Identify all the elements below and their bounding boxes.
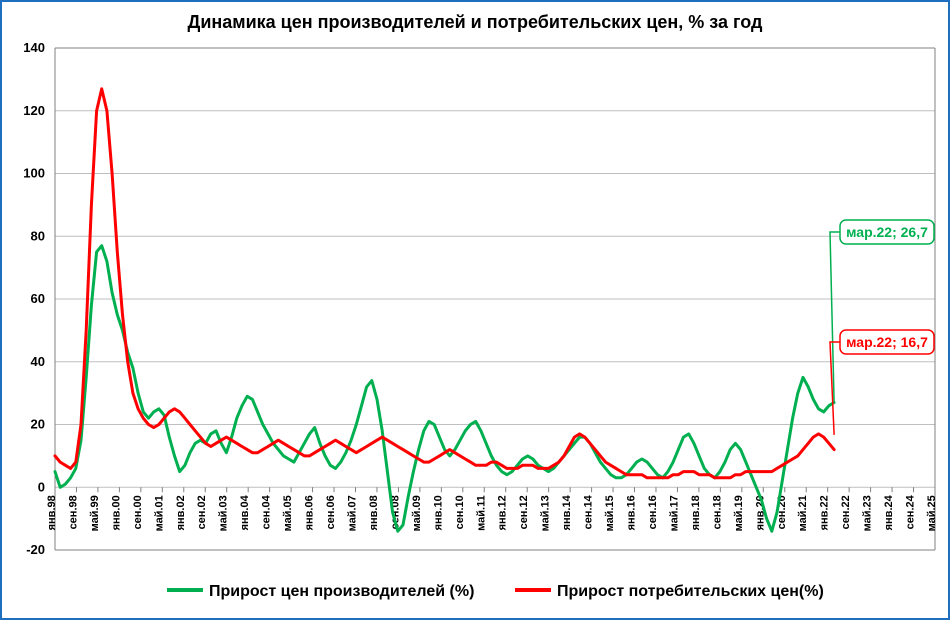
x-tick-label: янв.22 xyxy=(819,495,831,530)
x-tick-label: сен.24 xyxy=(905,494,917,529)
x-tick-label: май.15 xyxy=(604,495,616,531)
x-tick-label: май.25 xyxy=(926,495,938,531)
x-tick-label: май.01 xyxy=(153,495,165,531)
x-tick-label: янв.00 xyxy=(110,495,122,530)
x-tick-label: сен.04 xyxy=(261,494,273,529)
x-tick-label: май.17 xyxy=(668,495,680,531)
x-tick-label: май.03 xyxy=(218,495,230,531)
x-tick-label: янв.14 xyxy=(561,494,573,530)
x-tick-label: сен.16 xyxy=(647,495,659,529)
y-tick-label: 0 xyxy=(38,479,45,494)
chart-container: -20 0 20 40 60 80 100 120 140 янв.98 сен.98 май.99 я… xyxy=(0,0,950,620)
y-tick-label: 120 xyxy=(23,103,45,118)
x-tick-label: сен.22 xyxy=(840,495,852,529)
x-tick-label: сен.02 xyxy=(196,495,208,529)
x-tick-label: сен.18 xyxy=(711,495,723,529)
y-tick-label: 40 xyxy=(31,354,45,369)
legend-label: Прирост потребительских цен(%) xyxy=(557,583,824,600)
x-tick-label: сен.12 xyxy=(518,495,530,529)
y-tick-label: 80 xyxy=(31,228,45,243)
x-tick-label: май.09 xyxy=(411,495,423,531)
x-tick-label: сен.00 xyxy=(132,495,144,529)
x-tick-label: май.13 xyxy=(540,495,552,531)
y-tick-label: -20 xyxy=(26,542,45,557)
y-tick-label: 100 xyxy=(23,166,45,181)
x-tick-label: сен.98 xyxy=(67,495,79,529)
x-tick-label: сен.14 xyxy=(583,494,595,529)
line-chart: -20 0 20 40 60 80 100 120 140 янв.98 сен.98 май.99 я… xyxy=(0,0,950,620)
y-tick-label: 60 xyxy=(31,291,45,306)
x-tick-label: май.11 xyxy=(475,495,487,531)
x-tick-label: май.19 xyxy=(733,495,745,531)
x-tick-label: янв.98 xyxy=(46,495,58,530)
x-tick-label: янв.06 xyxy=(304,495,316,530)
x-tick-label: май.07 xyxy=(346,495,358,531)
x-tick-label: янв.18 xyxy=(690,495,702,530)
callout-label: мар.22; 26,7 xyxy=(846,224,928,240)
x-tick-label: май.05 xyxy=(282,495,294,531)
y-tick-label: 20 xyxy=(31,417,45,432)
x-tick-label: май.99 xyxy=(89,495,101,531)
x-tick-label: янв.24 xyxy=(883,494,895,530)
x-tick-label: янв.12 xyxy=(497,495,509,530)
x-tick-label: янв.02 xyxy=(175,495,187,530)
x-tick-label: янв.10 xyxy=(432,495,444,530)
callout-label: мар.22; 16,7 xyxy=(846,334,928,350)
legend-label: Прирост цен производителей (%) xyxy=(209,583,474,600)
y-tick-label: 140 xyxy=(23,40,45,55)
x-tick-label: янв.08 xyxy=(368,495,380,530)
x-tick-label: сен.10 xyxy=(454,495,466,529)
chart-title: Динамика цен производителей и потребител… xyxy=(188,12,764,32)
x-tick-label: май.21 xyxy=(797,495,809,531)
x-tick-label: сен.06 xyxy=(325,495,337,529)
x-tick-label: янв.16 xyxy=(626,495,638,530)
x-tick-label: май.23 xyxy=(862,495,874,531)
x-tick-label: янв.04 xyxy=(239,494,251,530)
